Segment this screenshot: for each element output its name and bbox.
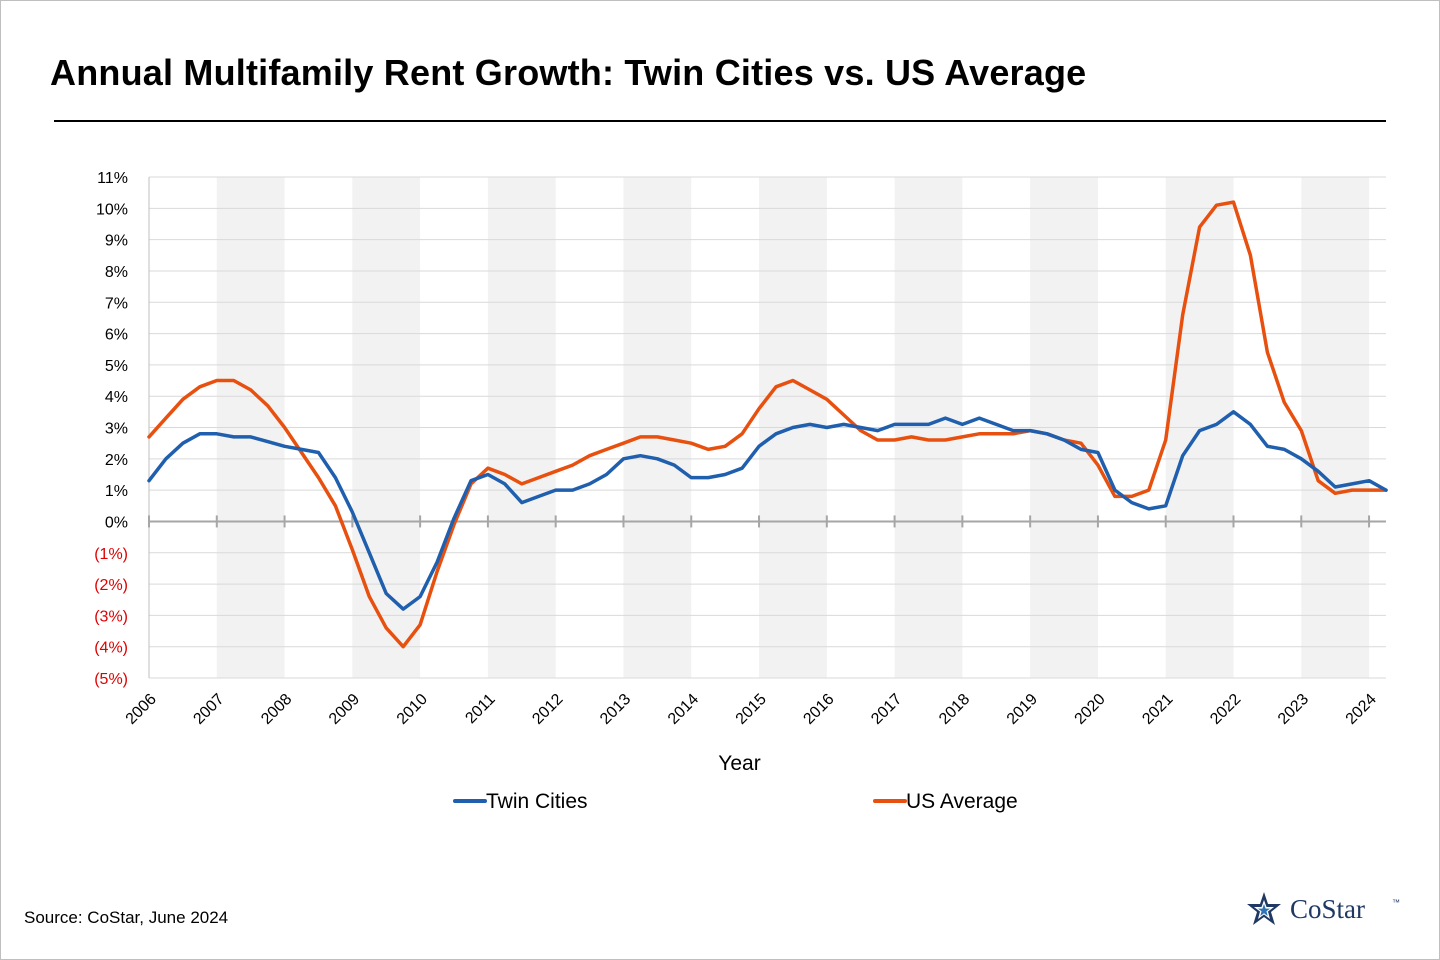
x-axis-title: Year [718, 752, 760, 775]
x-tick-label: 2024 [1343, 691, 1380, 728]
y-tick-label: (4%) [94, 640, 128, 657]
x-tick-label: 2018 [936, 691, 973, 728]
title-divider [54, 120, 1386, 122]
y-tick-label: 10% [96, 201, 128, 218]
y-tick-label: 11% [97, 170, 128, 187]
logo-text: CoStar [1290, 894, 1366, 924]
series-lines [147, 200, 1388, 649]
y-tick-label: (1%) [94, 546, 128, 563]
x-tick-label: 2015 [733, 691, 770, 728]
x-tick-label: 2020 [1072, 691, 1109, 728]
x-tick-label: 2010 [394, 691, 431, 728]
y-tick-label: 1% [105, 483, 128, 500]
y-tick-label: 5% [105, 358, 128, 375]
y-tick-label: 6% [105, 327, 128, 344]
series-line-us-average [147, 200, 1388, 649]
y-tick-label: 3% [105, 421, 128, 438]
x-tick-label: 2023 [1275, 691, 1312, 728]
x-tick-label: 2019 [1004, 691, 1041, 728]
x-tick-label: 2008 [258, 691, 295, 728]
x-tick-label: 2006 [123, 691, 160, 728]
x-tick-label: 2022 [1207, 691, 1244, 728]
y-tick-label: (2%) [94, 577, 128, 594]
x-tick-label: 2016 [800, 691, 837, 728]
y-tick-label: (3%) [94, 608, 128, 625]
x-tick-label: 2012 [529, 691, 566, 728]
line-chart: 11% 10% 9% 8% 7% 6% 5% 4% 3% 2% 1% 0% (1%) (2%) (3%) (4… [94, 170, 1388, 813]
x-tick-label: 2009 [326, 691, 363, 728]
y-tick-label: 4% [105, 389, 128, 406]
x-tick-label: 2007 [190, 691, 227, 728]
source-note: Source: CoStar, June 2024 [24, 908, 229, 927]
y-tick-label: 9% [105, 233, 128, 250]
y-tick-label: 0% [105, 514, 128, 531]
star-icon [1247, 892, 1281, 925]
y-tick-label: 8% [105, 264, 128, 281]
series-line-twin-cities [147, 410, 1388, 611]
y-tick-label: 2% [105, 452, 128, 469]
x-tick-label: 2014 [665, 691, 702, 728]
legend-label: Twin Cities [486, 790, 588, 813]
x-tick-label: 2013 [597, 691, 634, 728]
legend: Twin Cities US Average [453, 790, 1018, 813]
logo-trademark: ™ [1392, 898, 1400, 907]
x-tick-label: 2017 [868, 691, 905, 728]
x-tick-label: 2011 [462, 691, 498, 727]
y-tick-label: (5%) [94, 671, 128, 688]
chart-title: Annual Multifamily Rent Growth: Twin Cit… [50, 52, 1087, 93]
y-tick-label: 7% [105, 295, 128, 312]
legend-label: US Average [906, 790, 1018, 813]
costar-logo: CoStar ™ [1242, 888, 1412, 934]
x-tick-label: 2021 [1139, 691, 1176, 728]
